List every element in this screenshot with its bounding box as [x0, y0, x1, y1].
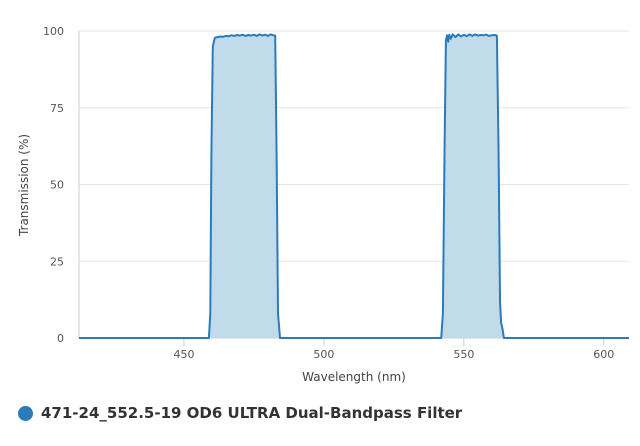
x-tick-label: 550	[453, 348, 474, 361]
legend-item[interactable]: 471-24_552.5-19 OD6 ULTRA Dual-Bandpass …	[18, 404, 462, 422]
series-area	[79, 34, 629, 339]
y-tick-label: 75	[50, 102, 64, 115]
legend-marker-icon	[18, 405, 33, 421]
series-line	[79, 33, 629, 339]
legend-label: 471-24_552.5-19 OD6 ULTRA Dual-Bandpass …	[41, 404, 463, 422]
y-tick-label: 50	[50, 179, 64, 192]
x-tick-label: 450	[173, 348, 194, 361]
y-axis-label: Transmission (%)	[17, 134, 31, 237]
x-axis-label: Wavelength (nm)	[302, 370, 406, 384]
chart: 0 25 50 75 100 450 500 550 600 Wavelength (nm) T…	[17, 25, 629, 384]
x-tick-label: 500	[313, 348, 334, 361]
y-tick-label: 25	[50, 255, 64, 268]
y-tick-label: 100	[43, 25, 64, 38]
x-tick-label: 600	[593, 348, 614, 361]
y-tick-label: 0	[57, 332, 64, 345]
